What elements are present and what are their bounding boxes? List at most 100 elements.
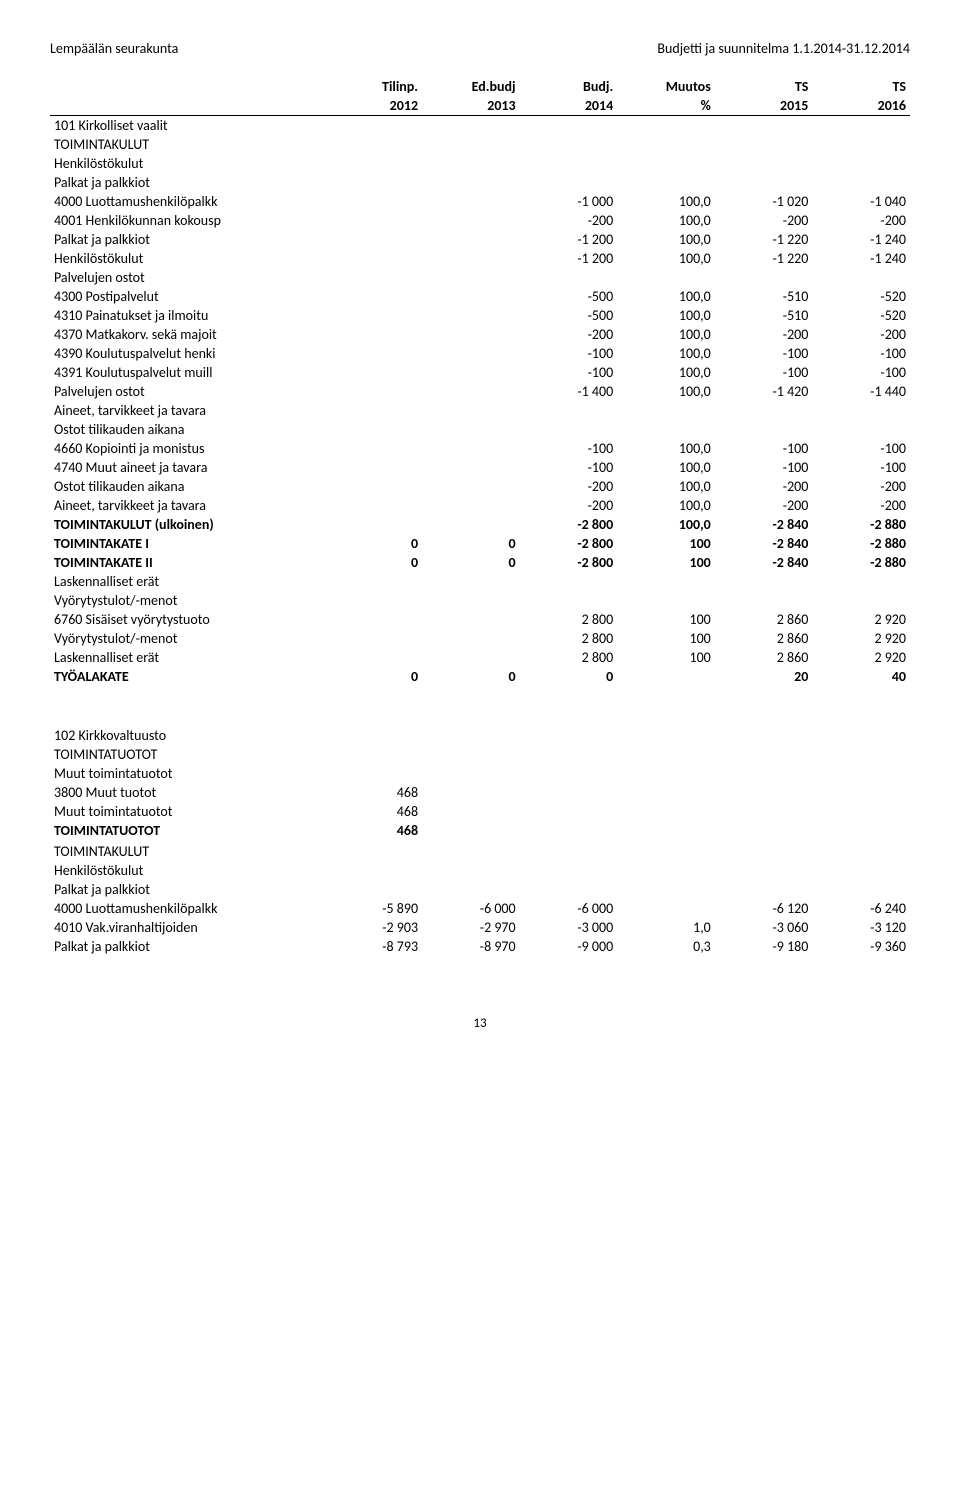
row-value (617, 268, 715, 287)
row-value (422, 344, 520, 363)
row-value (812, 802, 910, 821)
row-value (715, 861, 813, 880)
row-value: -200 (812, 211, 910, 230)
row-value: -200 (520, 477, 618, 496)
row-value (520, 726, 618, 745)
row-value: -1 440 (812, 382, 910, 401)
col-h2-3: % (617, 96, 715, 116)
table-row: Laskennalliset erät (50, 572, 910, 591)
row-label: Palvelujen ostot (50, 268, 324, 287)
row-value (324, 745, 422, 764)
row-value (520, 116, 618, 136)
row-label: Aineet, tarvikkeet ja tavara (50, 496, 324, 515)
row-label: Palvelujen ostot (50, 382, 324, 401)
row-value: 2 860 (715, 648, 813, 667)
row-value (324, 515, 422, 534)
row-value (715, 135, 813, 154)
row-value (324, 439, 422, 458)
row-value: 20 (715, 667, 813, 686)
row-value: 100,0 (617, 496, 715, 515)
table-row: Henkilöstökulut-1 200100,0-1 220-1 240 (50, 249, 910, 268)
row-value (422, 268, 520, 287)
row-value (520, 154, 618, 173)
row-label: 4310 Painatukset ja ilmoitu (50, 306, 324, 325)
row-value (520, 173, 618, 192)
row-value: -100 (715, 439, 813, 458)
row-label: TOIMINTATUOTOT (50, 745, 324, 764)
row-value (715, 401, 813, 420)
row-value (715, 572, 813, 591)
row-value: 100,0 (617, 192, 715, 211)
row-value (422, 610, 520, 629)
row-value (324, 325, 422, 344)
row-value (520, 802, 618, 821)
row-value: -1 420 (715, 382, 813, 401)
table-row: Palkat ja palkkiot-1 200100,0-1 220-1 24… (50, 230, 910, 249)
row-value (422, 211, 520, 230)
row-value (520, 880, 618, 899)
table-row: Laskennalliset erät2 8001002 8602 920 (50, 648, 910, 667)
row-value (812, 764, 910, 783)
row-label: Vyörytystulot/-menot (50, 591, 324, 610)
row-value (422, 629, 520, 648)
row-label: TOIMINTAKATE I (50, 534, 324, 553)
row-value (422, 764, 520, 783)
row-value: 0 (324, 534, 422, 553)
row-value (812, 154, 910, 173)
table-row: 4370 Matkakorv. sekä majoit-200100,0-200… (50, 325, 910, 344)
row-value (324, 610, 422, 629)
row-value (422, 572, 520, 591)
table-row: 4000 Luottamushenkilöpalkk-1 000100,0-1 … (50, 192, 910, 211)
row-label: 4390 Koulutuspalvelut henki (50, 344, 324, 363)
row-value (715, 116, 813, 136)
row-value (812, 116, 910, 136)
row-value: 468 (324, 802, 422, 821)
col-h2-5: 2016 (812, 96, 910, 116)
row-value (812, 821, 910, 840)
row-value: 2 860 (715, 629, 813, 648)
row-value: -3 000 (520, 918, 618, 937)
row-value (520, 783, 618, 802)
row-value (812, 268, 910, 287)
row-value: 0 (520, 667, 618, 686)
row-value (324, 287, 422, 306)
row-label: Ostot tilikauden aikana (50, 420, 324, 439)
row-value (324, 306, 422, 325)
table-row: Muut toimintatuotot (50, 764, 910, 783)
row-value (422, 382, 520, 401)
table-row: TOIMINTAKULUT (ulkoinen)-2 800100,0-2 84… (50, 515, 910, 534)
row-value (715, 745, 813, 764)
row-value (422, 230, 520, 249)
row-value (422, 821, 520, 840)
row-value: 100 (617, 553, 715, 572)
row-value: -1 400 (520, 382, 618, 401)
row-value: -520 (812, 306, 910, 325)
row-value (812, 173, 910, 192)
row-value (422, 783, 520, 802)
row-label: TOIMINTAKATE II (50, 553, 324, 572)
row-value (715, 821, 813, 840)
row-value: -2 840 (715, 534, 813, 553)
row-value (422, 154, 520, 173)
row-value: -500 (520, 306, 618, 325)
row-value: -1 220 (715, 230, 813, 249)
row-value (617, 173, 715, 192)
row-value (617, 667, 715, 686)
row-value: 100,0 (617, 363, 715, 382)
table-row: Henkilöstökulut (50, 861, 910, 880)
row-value: -100 (715, 458, 813, 477)
table-row: TYÖALAKATE0002040 (50, 667, 910, 686)
row-value: -200 (520, 325, 618, 344)
row-label: 6760 Sisäiset vyörytystuoto (50, 610, 324, 629)
row-value: 100 (617, 629, 715, 648)
row-value (324, 861, 422, 880)
col-h2-1: 2013 (422, 96, 520, 116)
row-value (617, 591, 715, 610)
table-row: 4010 Vak.viranhaltijoiden-2 903-2 970-3 … (50, 918, 910, 937)
row-value (617, 861, 715, 880)
row-value: 0 (422, 667, 520, 686)
table-row: Palvelujen ostot-1 400100,0-1 420-1 440 (50, 382, 910, 401)
row-label: Henkilöstökulut (50, 154, 324, 173)
row-value (617, 842, 715, 861)
row-label: 4001 Henkilökunnan kokousp (50, 211, 324, 230)
